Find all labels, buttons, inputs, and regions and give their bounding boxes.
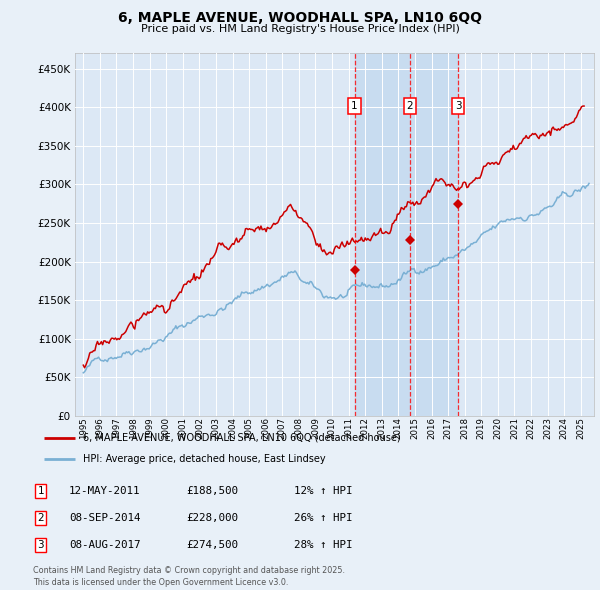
Text: 28% ↑ HPI: 28% ↑ HPI bbox=[294, 540, 353, 550]
Text: £188,500: £188,500 bbox=[186, 486, 238, 496]
Text: 26% ↑ HPI: 26% ↑ HPI bbox=[294, 513, 353, 523]
Text: 08-AUG-2017: 08-AUG-2017 bbox=[69, 540, 140, 550]
Text: 2: 2 bbox=[37, 513, 44, 523]
Text: 6, MAPLE AVENUE, WOODHALL SPA, LN10 6QQ: 6, MAPLE AVENUE, WOODHALL SPA, LN10 6QQ bbox=[118, 11, 482, 25]
Text: 1: 1 bbox=[37, 486, 44, 496]
Text: 1: 1 bbox=[351, 101, 358, 111]
Text: 12-MAY-2011: 12-MAY-2011 bbox=[69, 486, 140, 496]
Bar bbox=[355, 53, 458, 416]
Text: Price paid vs. HM Land Registry's House Price Index (HPI): Price paid vs. HM Land Registry's House … bbox=[140, 24, 460, 34]
Text: 2: 2 bbox=[406, 101, 413, 111]
Text: HPI: Average price, detached house, East Lindsey: HPI: Average price, detached house, East… bbox=[83, 454, 325, 464]
Text: 3: 3 bbox=[37, 540, 44, 550]
Text: Contains HM Land Registry data © Crown copyright and database right 2025.
This d: Contains HM Land Registry data © Crown c… bbox=[33, 566, 345, 587]
Text: 08-SEP-2014: 08-SEP-2014 bbox=[69, 513, 140, 523]
Text: £228,000: £228,000 bbox=[186, 513, 238, 523]
Text: £274,500: £274,500 bbox=[186, 540, 238, 550]
Text: 12% ↑ HPI: 12% ↑ HPI bbox=[294, 486, 353, 496]
Text: 6, MAPLE AVENUE, WOODHALL SPA, LN10 6QQ (detached house): 6, MAPLE AVENUE, WOODHALL SPA, LN10 6QQ … bbox=[83, 432, 400, 442]
Text: 3: 3 bbox=[455, 101, 461, 111]
